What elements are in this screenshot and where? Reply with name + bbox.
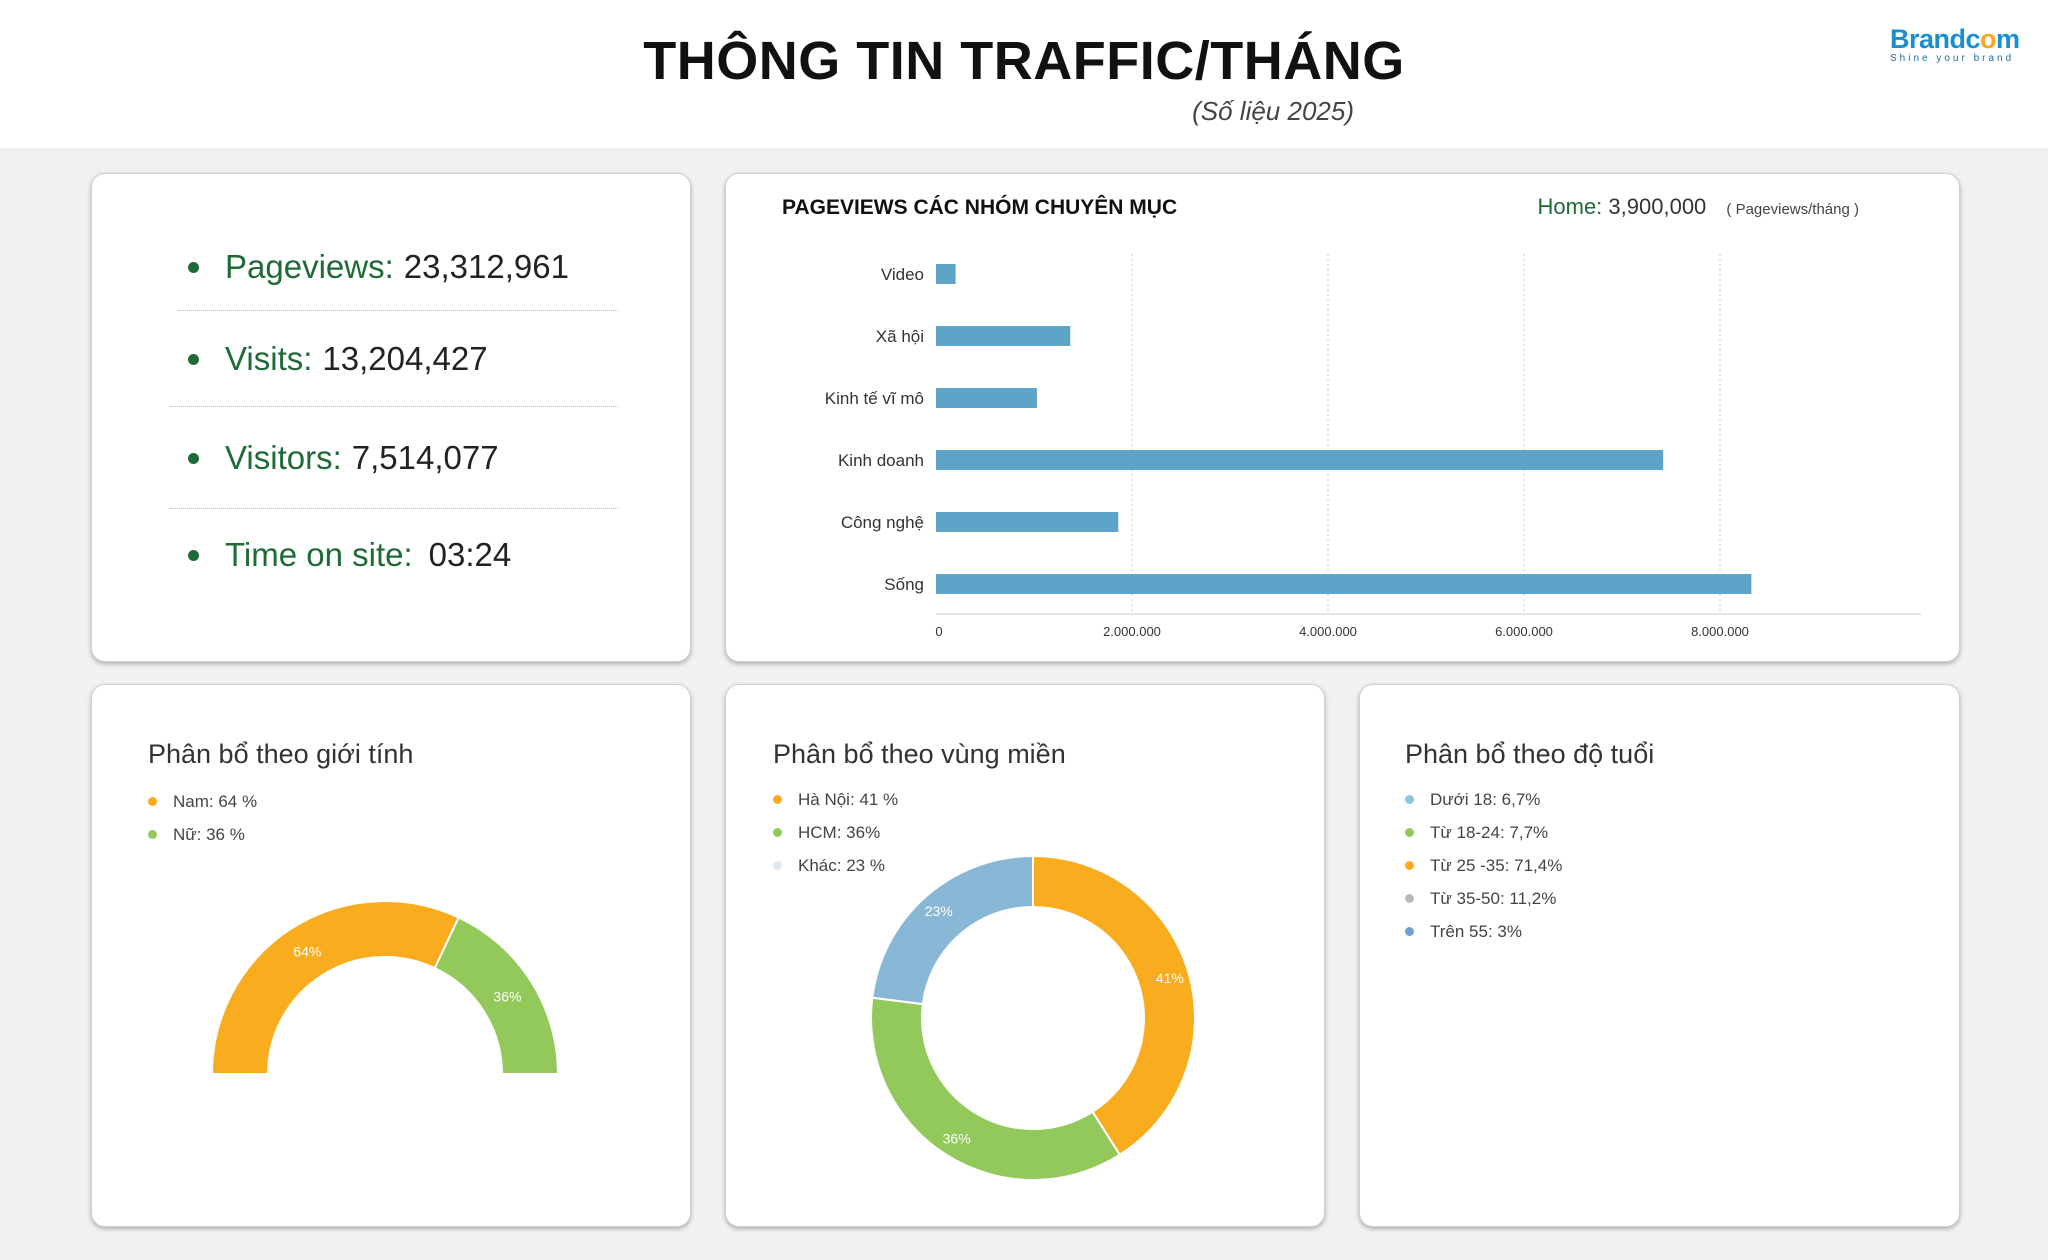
age-legend: Dưới 18: 6,7% Từ 18-24: 7,7% Từ 25 -35: …	[1405, 783, 1562, 948]
category-label: Sống	[884, 575, 924, 594]
x-tick-label: 2.000.000	[1103, 624, 1161, 639]
category-label: Video	[881, 265, 924, 284]
stat-value: 7,514,077	[351, 439, 499, 476]
stat-visits: Visits: 13,204,427	[188, 340, 488, 378]
brand-logo: Brandcom Shine your brand	[1890, 24, 2020, 64]
region-donut-chart: 41% 36% 23%	[870, 854, 1196, 1181]
pageviews-bar-chart: 0 2.000.000 4.000.000 6.000.000 8.000.000 Vid…	[825, 254, 1921, 639]
x-tick-label: 6.000.000	[1495, 624, 1553, 639]
stat-label: Pageviews:	[225, 248, 394, 285]
legend-item: HCM: 36%	[773, 816, 898, 849]
legend-swatch	[1405, 828, 1414, 837]
bullet-icon	[188, 261, 199, 273]
legend-swatch	[773, 795, 782, 804]
donut-slice	[870, 996, 1122, 1181]
page-subtitle: (Số liệu 2025)	[1192, 96, 1354, 126]
page-title: THÔNG TIN TRAFFIC/THÁNG	[643, 31, 1405, 91]
stat-value: 03:24	[428, 536, 512, 573]
legend-swatch	[1405, 894, 1414, 903]
bar	[936, 574, 1752, 594]
legend-item: Khác: 23 %	[773, 849, 898, 882]
stats-card: Pageviews: 23,312,961 Visits: 13,204,427…	[91, 173, 691, 662]
divider	[170, 406, 618, 407]
legend-item: Dưới 18: 6,7%	[1405, 783, 1562, 816]
region-legend: Hà Nội: 41 % HCM: 36% Khác: 23 %	[773, 783, 898, 882]
divider	[170, 508, 618, 509]
home-label: Home:	[1537, 194, 1603, 219]
half-donut-slice	[210, 900, 460, 1075]
stat-visitors: Visitors: 7,514,077	[188, 439, 499, 477]
stat-value: 23,312,961	[403, 248, 569, 285]
divider	[178, 310, 618, 311]
legend-item: Trên 55: 3%	[1405, 915, 1562, 948]
category-label: Kinh tế vĩ mô	[825, 389, 924, 408]
legend-item: Từ 35-50: 11,2%	[1405, 882, 1562, 915]
stat-pageviews: Pageviews: 23,312,961	[188, 248, 569, 286]
legend-swatch	[148, 830, 157, 839]
donut-slice	[871, 854, 1034, 1006]
x-tick-label: 0	[935, 624, 942, 639]
legend-item: Từ 18-24: 7,7%	[1405, 816, 1562, 849]
category-label: Kinh doanh	[838, 451, 924, 470]
gender-chart-title: Phân bổ theo giới tính	[148, 739, 414, 769]
stat-time-on-site: Time on site: 03:24	[188, 536, 511, 574]
legend-item: Nam: 64 %	[148, 785, 257, 818]
home-value: 3,900,000	[1608, 194, 1707, 219]
data-label: 64%	[293, 944, 321, 960]
legend-item: Nữ: 36 %	[148, 818, 257, 851]
data-label: 36%	[493, 988, 521, 1004]
legend-swatch	[1405, 927, 1414, 936]
legend-item: Từ 25 -35: 71,4%	[1405, 849, 1562, 882]
stat-label: Visitors:	[225, 439, 342, 476]
legend-swatch	[148, 797, 157, 806]
region-card: Phân bổ theo vùng miền Hà Nội: 41 % HCM:…	[725, 684, 1325, 1227]
donut-slice	[1032, 854, 1196, 1157]
pageviews-category-card: PAGEVIEWS CÁC NHÓM CHUYÊN MỤC Home: 3,90…	[725, 173, 1960, 662]
stat-label: Visits:	[225, 340, 313, 377]
home-unit: ( Pageviews/tháng )	[1726, 201, 1859, 218]
legend-item: Hà Nội: 41 %	[773, 783, 898, 816]
x-tick-label: 4.000.000	[1299, 624, 1357, 639]
logo-tagline: Shine your brand	[1890, 53, 2015, 64]
age-chart-title: Phân bổ theo độ tuổi	[1405, 739, 1655, 769]
gender-legend: Nam: 64 % Nữ: 36 %	[148, 785, 257, 851]
data-label: 36%	[943, 1130, 971, 1146]
logo-wordmark: Brandcom	[1890, 24, 2020, 54]
bullet-icon	[188, 452, 199, 464]
bar	[936, 450, 1664, 470]
stat-label: Time on site:	[225, 536, 413, 573]
x-tick-label: 8.000.000	[1691, 624, 1749, 639]
legend-swatch	[1405, 795, 1414, 804]
legend-swatch	[773, 861, 782, 870]
region-chart-title: Phân bổ theo vùng miền	[773, 739, 1066, 769]
gender-half-donut-chart: 64% 36%	[210, 900, 560, 1075]
bar	[936, 264, 956, 284]
category-label: Xã hội	[876, 327, 924, 346]
data-label: 41%	[1156, 970, 1184, 986]
half-donut-slice	[433, 916, 560, 1075]
age-card: Phân bổ theo độ tuổi Dưới 18: 6,7% Từ 18…	[1359, 684, 1960, 1227]
home-pageviews: Home: 3,900,000 ( Pageviews/tháng )	[1538, 194, 1860, 220]
header: THÔNG TIN TRAFFIC/THÁNG (Số liệu 2025) B…	[0, 0, 2048, 148]
bullet-icon	[188, 549, 199, 561]
bullet-icon	[188, 353, 199, 365]
bar-chart-title: PAGEVIEWS CÁC NHÓM CHUYÊN MỤC	[782, 196, 1178, 219]
bar	[936, 326, 1071, 346]
category-label: Công nghệ	[841, 513, 924, 532]
stat-value: 13,204,427	[322, 340, 488, 377]
data-label: 23%	[925, 903, 953, 919]
bar	[936, 512, 1119, 532]
bar	[936, 388, 1037, 408]
legend-swatch	[773, 828, 782, 837]
gender-card: Phân bổ theo giới tính Nam: 64 % Nữ: 36 …	[91, 684, 691, 1227]
legend-swatch	[1405, 861, 1414, 870]
